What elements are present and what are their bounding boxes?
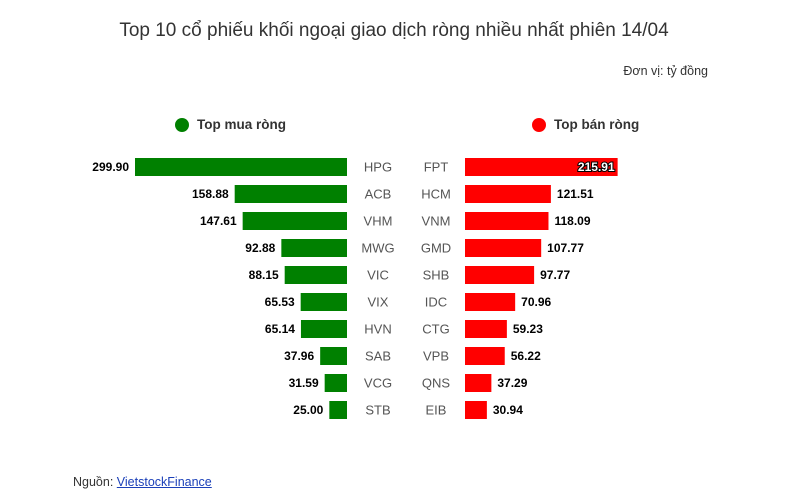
sell-bar-vnm[interactable]	[465, 212, 549, 230]
sell-value-label: 70.96	[521, 295, 551, 309]
buy-value-label: 65.14	[265, 322, 295, 336]
source-label: Nguồn:	[73, 475, 114, 489]
buy-ticker-label: VIX	[368, 295, 389, 310]
legend-sell-label: Top bán ròng	[554, 117, 640, 132]
buy-value-label: 92.88	[245, 241, 275, 255]
buy-ticker-label: MWG	[361, 241, 394, 256]
buy-value-label: 158.88	[192, 187, 229, 201]
legend-buy-label: Top mua ròng	[197, 117, 286, 132]
sell-value-label: 30.94	[493, 403, 523, 417]
buy-ticker-label: HPG	[364, 160, 392, 175]
buy-ticker-label: SAB	[365, 349, 391, 364]
legend-buy-dot-icon	[175, 117, 189, 132]
buy-ticker-label: VIC	[367, 268, 389, 283]
source-note: Nguồn: VietstockFinance	[73, 475, 212, 489]
buy-value-label: 88.15	[249, 268, 279, 282]
legend-sell[interactable]: Top bán ròng	[532, 117, 639, 132]
sell-bar-idc[interactable]	[465, 293, 516, 311]
buy-bar-sab[interactable]	[320, 347, 347, 365]
buy-value-label: 299.90	[92, 160, 129, 174]
legend-sell-dot-icon	[532, 117, 546, 132]
buy-ticker-label: VHM	[364, 214, 393, 229]
buy-bar-mwg[interactable]	[281, 239, 347, 257]
sell-bar-qns[interactable]	[465, 374, 492, 392]
buy-ticker-label: ACB	[365, 187, 392, 202]
buy-bar-acb[interactable]	[234, 185, 347, 203]
buy-value-label: 65.53	[265, 295, 295, 309]
sell-ticker-label: QNS	[422, 376, 451, 391]
buy-ticker-label: VCG	[364, 376, 392, 391]
buy-value-label: 25.00	[293, 403, 323, 417]
sell-value-label: 215.91	[578, 160, 615, 174]
buy-ticker-label: STB	[365, 403, 390, 418]
buy-bar-vic[interactable]	[284, 266, 347, 284]
buy-ticker-label: HVN	[364, 322, 391, 337]
buy-value-label: 37.96	[284, 349, 314, 363]
sell-value-label: 56.22	[511, 349, 541, 363]
sell-ticker-label: HCM	[421, 187, 451, 202]
sell-bar-hcm[interactable]	[465, 185, 551, 203]
sell-value-label: 118.09	[554, 214, 590, 228]
sell-ticker-label: IDC	[425, 295, 447, 310]
buy-bar-stb[interactable]	[329, 401, 347, 419]
sell-ticker-label: VNM	[422, 214, 451, 229]
sell-value-label: 37.29	[497, 376, 527, 390]
unit-label: Đơn vị: tỷ đồng	[623, 64, 708, 78]
sell-value-label: 107.77	[547, 241, 584, 255]
sell-bar-ctg[interactable]	[465, 320, 507, 338]
buy-value-label: 147.61	[200, 214, 237, 228]
sell-ticker-label: SHB	[423, 268, 450, 283]
legend-buy[interactable]: Top mua ròng	[175, 117, 286, 132]
sell-bar-eib[interactable]	[465, 401, 487, 419]
sell-ticker-label: GMD	[421, 241, 451, 256]
buy-value-label: 31.59	[289, 376, 319, 390]
sell-bar-vpb[interactable]	[465, 347, 505, 365]
sell-bar-shb[interactable]	[465, 266, 535, 284]
sell-ticker-label: VPB	[423, 349, 449, 364]
sell-ticker-label: CTG	[422, 322, 449, 337]
buy-bar-vix[interactable]	[300, 293, 347, 311]
chart-title: Top 10 cổ phiếu khối ngoại giao dịch ròn…	[119, 20, 669, 41]
buy-bar-hpg[interactable]	[135, 158, 347, 176]
source-link[interactable]: VietstockFinance	[116, 475, 212, 489]
sell-bar-fpt[interactable]	[465, 158, 618, 176]
buy-bar-vhm[interactable]	[242, 212, 347, 230]
sell-value-label: 59.23	[513, 322, 543, 336]
sell-ticker-label: FPT	[424, 160, 449, 175]
sell-value-label: 121.51	[557, 187, 594, 201]
sell-value-label: 97.77	[540, 268, 570, 282]
sell-ticker-label: EIB	[426, 403, 447, 418]
buy-bar-hvn[interactable]	[300, 320, 347, 338]
buy-bar-vcg[interactable]	[324, 374, 347, 392]
sell-bar-gmd[interactable]	[465, 239, 542, 257]
